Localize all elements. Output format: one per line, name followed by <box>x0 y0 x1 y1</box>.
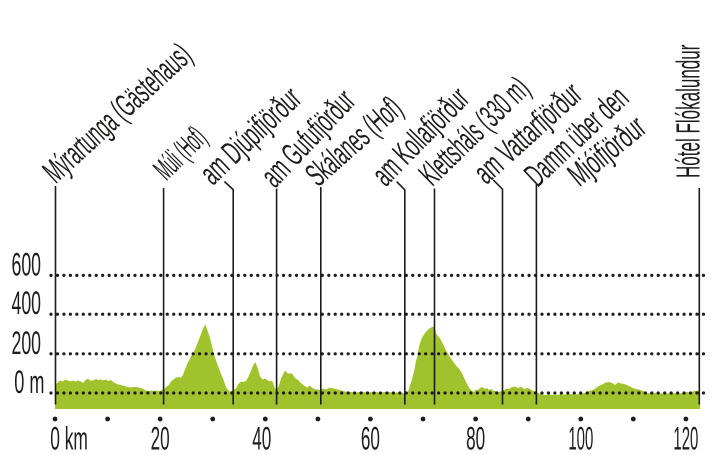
svg-text:Hótel Flókalundur: Hótel Flókalundur <box>669 44 707 178</box>
svg-text:20: 20 <box>151 419 170 455</box>
svg-text:40: 40 <box>252 419 271 455</box>
svg-text:120: 120 <box>673 421 698 455</box>
svg-text:200: 200 <box>12 324 41 361</box>
svg-text:100: 100 <box>568 421 593 455</box>
svg-text:400: 400 <box>12 284 41 321</box>
svg-text:80: 80 <box>466 419 485 455</box>
svg-text:0 m: 0 m <box>14 363 44 400</box>
svg-text:60: 60 <box>361 419 380 455</box>
svg-text:600: 600 <box>12 246 41 283</box>
svg-text:0 km: 0 km <box>50 420 88 455</box>
